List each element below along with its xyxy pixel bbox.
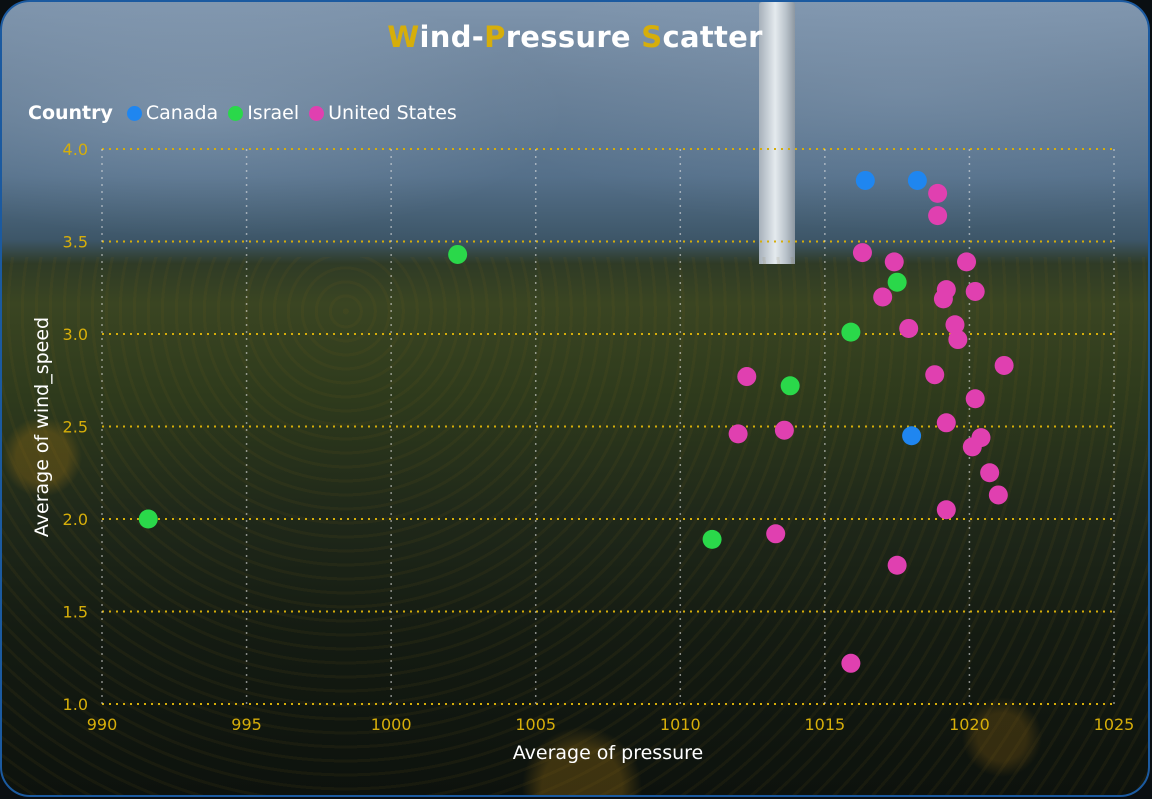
legend: Country Canada Israel United States xyxy=(28,102,467,124)
point-israel[interactable] xyxy=(138,509,158,529)
title-part: ressure xyxy=(505,20,642,54)
point-united-states[interactable] xyxy=(980,463,1000,483)
point-united-states[interactable] xyxy=(988,485,1008,505)
x-tick-label: 1025 xyxy=(1094,715,1135,734)
title-part: ind- xyxy=(419,20,485,54)
point-israel[interactable] xyxy=(702,529,722,549)
legend-dot-israel xyxy=(228,105,244,121)
point-united-states[interactable] xyxy=(994,355,1014,375)
legend-label-canada: Canada xyxy=(145,102,219,124)
x-tick-label: 1020 xyxy=(949,715,990,734)
tick-labels: 1.0 1.5 2.0 2.5 3.0 3.5 4.0 990 995 1000 1005 1010 1… xyxy=(63,140,1135,734)
point-israel[interactable] xyxy=(448,244,468,264)
point-united-states[interactable] xyxy=(965,281,985,301)
point-israel[interactable] xyxy=(887,272,907,292)
x-tick-label: 1015 xyxy=(804,715,845,734)
wind-turbine-tower-image xyxy=(759,2,795,264)
title-part: S xyxy=(641,20,663,54)
data-points xyxy=(138,170,1014,673)
point-united-states[interactable] xyxy=(928,206,948,226)
legend-item-united-states[interactable]: United States xyxy=(309,102,457,124)
legend-title: Country xyxy=(28,102,113,124)
y-tick-label: 2.5 xyxy=(63,418,88,437)
x-axis-title: Average of pressure xyxy=(513,742,703,764)
legend-item-israel[interactable]: Israel xyxy=(228,102,299,124)
point-united-states[interactable] xyxy=(852,243,872,263)
point-united-states[interactable] xyxy=(928,183,948,203)
chart-title: Wind-Pressure Scatter xyxy=(2,20,1148,54)
point-united-states[interactable] xyxy=(948,330,968,350)
legend-item-canada[interactable]: Canada xyxy=(126,102,219,124)
y-tick-label: 3.0 xyxy=(63,325,88,344)
point-united-states[interactable] xyxy=(957,252,977,272)
point-united-states[interactable] xyxy=(873,287,893,307)
point-canada[interactable] xyxy=(907,170,927,190)
point-united-states[interactable] xyxy=(766,524,786,544)
x-tick-label: 1005 xyxy=(515,715,556,734)
point-united-states[interactable] xyxy=(737,367,757,387)
x-tick-label: 1000 xyxy=(371,715,412,734)
point-united-states[interactable] xyxy=(925,365,945,385)
legend-label-israel: Israel xyxy=(247,102,300,124)
point-united-states[interactable] xyxy=(936,413,956,433)
point-united-states[interactable] xyxy=(728,424,748,444)
x-tick-label: 1010 xyxy=(660,715,701,734)
point-united-states[interactable] xyxy=(965,389,985,409)
point-united-states[interactable] xyxy=(887,555,907,575)
point-israel[interactable] xyxy=(780,376,800,396)
point-canada[interactable] xyxy=(855,170,875,190)
x-tick-label: 995 xyxy=(231,715,262,734)
point-united-states[interactable] xyxy=(933,289,953,309)
y-tick-label: 3.5 xyxy=(63,233,88,252)
legend-dot-united-states xyxy=(309,105,325,121)
legend-label-united-states: United States xyxy=(328,102,457,124)
point-canada[interactable] xyxy=(902,426,922,446)
point-israel[interactable] xyxy=(841,322,861,342)
grid-lines xyxy=(101,148,1115,705)
point-united-states[interactable] xyxy=(841,653,861,673)
title-part: catter xyxy=(662,20,763,54)
point-united-states[interactable] xyxy=(774,420,794,440)
title-part: P xyxy=(484,20,506,54)
point-united-states[interactable] xyxy=(899,318,919,338)
point-united-states[interactable] xyxy=(945,315,965,335)
y-axis-title: Average of wind_speed xyxy=(31,317,53,537)
legend-dot-canada xyxy=(126,105,142,121)
title-part: W xyxy=(387,20,420,54)
y-tick-label: 1.5 xyxy=(63,603,88,622)
y-tick-label: 1.0 xyxy=(63,695,88,714)
point-united-states[interactable] xyxy=(936,500,956,520)
x-tick-label: 990 xyxy=(87,715,118,734)
point-united-states[interactable] xyxy=(884,252,904,272)
y-tick-label: 2.0 xyxy=(63,510,88,529)
point-united-states[interactable] xyxy=(962,437,982,457)
y-tick-label: 4.0 xyxy=(63,140,88,159)
